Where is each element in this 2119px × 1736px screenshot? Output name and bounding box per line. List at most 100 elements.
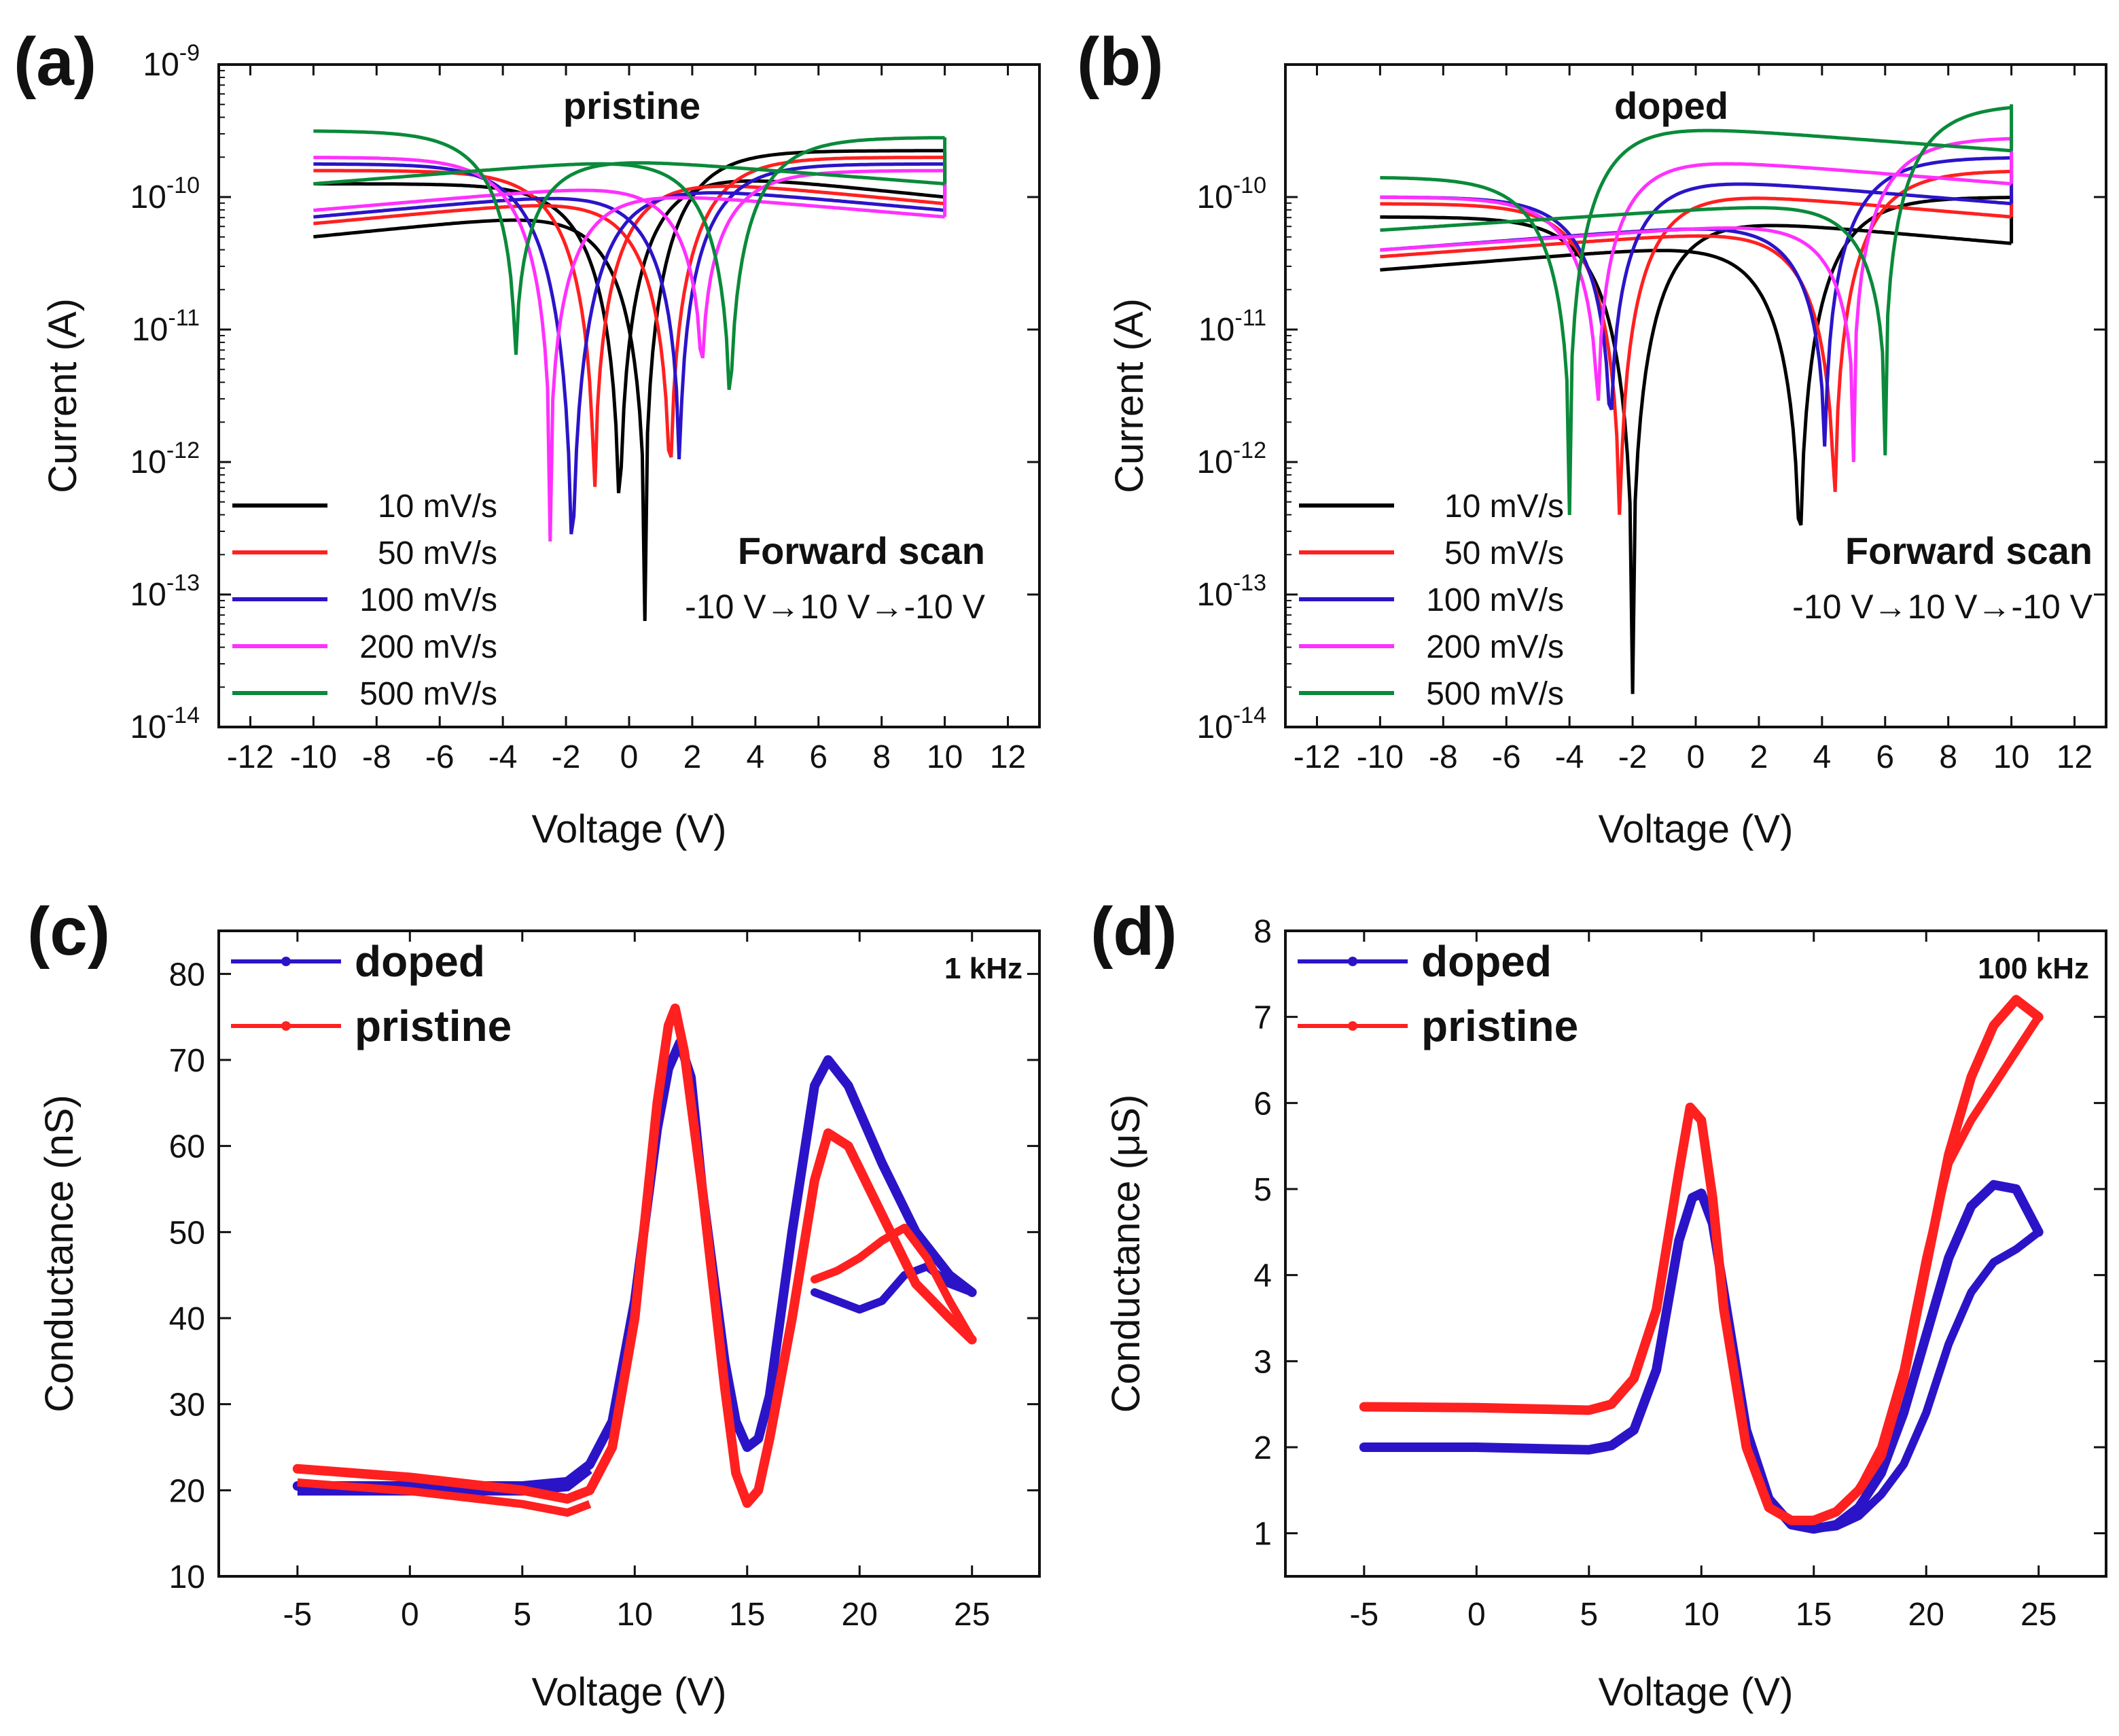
y-tick-label: 10-11	[132, 305, 200, 348]
x-tick-label: 12	[2056, 739, 2093, 775]
x-tick-label: -5	[1349, 1597, 1378, 1633]
x-tick-label: -10	[1357, 739, 1404, 775]
legend-label-3: 200 mV/s	[359, 629, 497, 665]
series-0-up-curve	[1380, 196, 2012, 526]
panel-d: -5 0 5 10 15 20 25 1 2 3 4 5 6 7 8 Voltage (V) Conductan…	[1090, 893, 2107, 1714]
y-axis-label: Current (A)	[1107, 298, 1152, 493]
series-0-down-curve	[1380, 215, 2012, 694]
y-tick-label: 10-14	[1196, 703, 1266, 745]
annotation-sweep: -10 V→10 V→-10 V	[685, 588, 986, 626]
y-tick-label: 4	[1253, 1258, 1272, 1294]
series-doped-forward	[292, 1038, 977, 1491]
series-pristine-forward	[292, 1004, 977, 1508]
series-3-down-curve	[313, 156, 945, 542]
panel-label: (c)	[27, 893, 110, 970]
x-tick-label: 0	[401, 1597, 419, 1633]
y-tick-label: 10-9	[143, 40, 200, 83]
x-tick-label: -2	[552, 739, 581, 775]
series-1-down-curve	[313, 169, 945, 487]
x-tick-label: 15	[1796, 1597, 1832, 1633]
panel-b: -12 -10 -8 -6 -4 -2 0 2 4 6 8 10 12 10-10 10-11 10-12 10…	[1077, 24, 2107, 851]
y-tick-label: 5	[1253, 1172, 1272, 1208]
panel-title: pristine	[563, 84, 700, 127]
x-tick-label: 5	[513, 1597, 531, 1633]
legend-label-0: doped	[1421, 937, 1552, 986]
x-tick-label: 5	[1580, 1597, 1598, 1633]
series-4-up-curve	[1380, 105, 2012, 456]
x-tick-label: 0	[1687, 739, 1705, 775]
legend-label-1: pristine	[1421, 1002, 1578, 1050]
x-tick-label: 10	[927, 739, 963, 775]
y-tick-label: 80	[169, 957, 205, 993]
panel-c: -5 0 5 10 15 20 25 10 20 30 40 50 60 70 80 Voltage (V) C…	[27, 893, 1041, 1714]
x-tick-label: 20	[842, 1597, 878, 1633]
y-tick-label: 70	[169, 1043, 205, 1079]
x-tick-label: -5	[283, 1597, 312, 1633]
x-tick-label: -12	[227, 739, 274, 775]
x-axis-label: Voltage (V)	[1599, 1670, 1794, 1714]
series-4-down-curve	[1380, 128, 2012, 516]
x-tick-label: 2	[1750, 739, 1768, 775]
y-tick-label: 10-12	[130, 438, 200, 480]
x-tick-label: 25	[954, 1597, 990, 1633]
x-tick-label: 4	[1813, 739, 1831, 775]
legend-label-4: 500 mV/s	[1426, 676, 1564, 712]
legend-marker-0	[281, 957, 291, 966]
x-tick-label: 8	[1939, 739, 1957, 775]
legend-label-1: 50 mV/s	[378, 535, 497, 571]
series-3-up-curve	[1380, 137, 2012, 463]
y-tick-label: 10-14	[130, 703, 200, 745]
x-tick-label: 6	[809, 739, 827, 775]
series-0-down-curve	[313, 179, 945, 493]
x-tick-label: -4	[1555, 739, 1584, 775]
x-tick-label: -8	[362, 739, 391, 775]
y-tick-label: 40	[169, 1301, 205, 1337]
panel-title: doped	[1614, 84, 1728, 127]
series-1-up-curve	[313, 156, 945, 458]
series-doped-forward	[1359, 1180, 2044, 1534]
y-axis-label: Conductance (μS)	[1104, 1095, 1148, 1413]
x-tick-label: -8	[1429, 739, 1458, 775]
series-pristine-return	[1764, 1012, 2043, 1525]
x-tick-label: 10	[1993, 739, 2029, 775]
y-tick-label: 10-12	[1196, 438, 1266, 480]
x-tick-label: -12	[1294, 739, 1340, 775]
series-pristine-baseline	[297, 1478, 592, 1517]
y-tick-label: 3	[1253, 1344, 1272, 1380]
y-axis-label: Conductance (nS)	[37, 1095, 82, 1412]
legend-label-2: 100 mV/s	[1426, 582, 1564, 618]
x-tick-label: 12	[990, 739, 1026, 775]
y-tick-label: 50	[169, 1215, 205, 1251]
y-tick-label: 10-13	[1196, 570, 1266, 613]
annotation-forward-scan: Forward scan	[1845, 529, 2093, 572]
series-4-down-curve	[313, 129, 945, 355]
y-tick-label: 8	[1253, 914, 1272, 950]
frequency-annotation: 100 kHz	[1978, 952, 2089, 985]
legend-marker-0	[1348, 957, 1357, 966]
panel-a: -12 -10 -8 -6 -4 -2 0 2 4 6 8 10 12 10-9 10-10 10-11 10-…	[14, 24, 1041, 851]
series-2-up-curve	[313, 162, 945, 460]
frequency-annotation: 1 kHz	[944, 952, 1022, 985]
panel-label: (b)	[1077, 24, 1164, 100]
y-tick-label: 1	[1253, 1517, 1272, 1553]
x-tick-label: 15	[729, 1597, 765, 1633]
series-pristine-return	[811, 1224, 976, 1344]
x-tick-label: 0	[620, 739, 639, 775]
legend-label-1: pristine	[355, 1002, 512, 1050]
series-1-down-curve	[1380, 196, 2012, 515]
y-tick-label: 6	[1253, 1086, 1272, 1122]
series-doped-return	[1764, 1228, 2043, 1534]
y-tick-label: 30	[169, 1387, 205, 1423]
series-doped-return	[811, 1262, 976, 1314]
plot-frame	[1284, 929, 2107, 1578]
x-tick-label: 2	[683, 739, 702, 775]
x-tick-label: 8	[872, 739, 891, 775]
x-tick-label: -2	[1618, 739, 1648, 775]
x-tick-label: -10	[290, 739, 337, 775]
legend-label-1: 50 mV/s	[1444, 535, 1564, 571]
legend-label-0: 10 mV/s	[1444, 489, 1564, 525]
y-tick-label: 7	[1253, 1000, 1272, 1036]
legend-label-4: 500 mV/s	[359, 676, 497, 712]
legend-label-0: doped	[355, 937, 485, 986]
